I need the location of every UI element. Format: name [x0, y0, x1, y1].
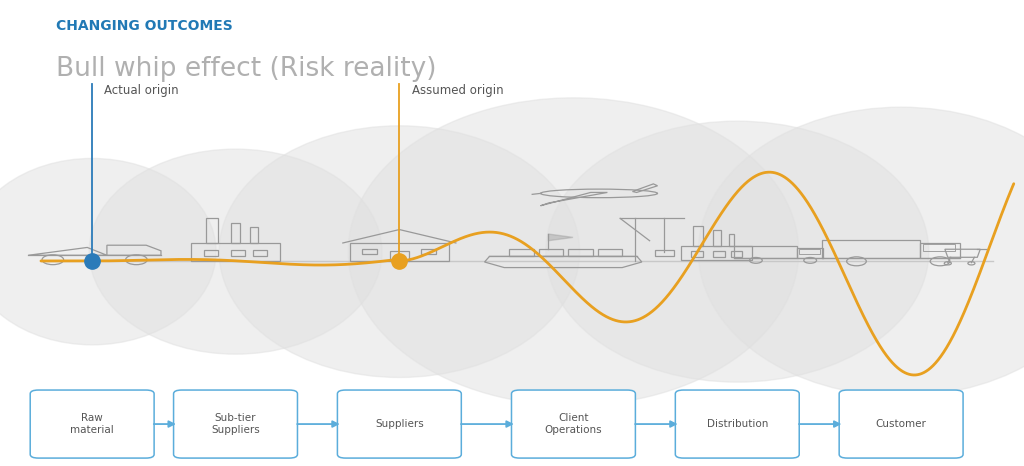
- Bar: [253, 250, 267, 256]
- Ellipse shape: [219, 126, 580, 377]
- Text: Customer: Customer: [876, 419, 927, 429]
- Bar: [713, 230, 721, 246]
- Bar: [921, 243, 959, 258]
- Text: Suppliers: Suppliers: [375, 419, 424, 429]
- FancyBboxPatch shape: [676, 390, 799, 458]
- Bar: [568, 248, 593, 256]
- Bar: [733, 246, 798, 258]
- Text: Distribution: Distribution: [707, 419, 768, 429]
- Text: Raw
material: Raw material: [71, 413, 114, 435]
- Text: Client
Operations: Client Operations: [545, 413, 602, 435]
- Bar: [250, 227, 258, 243]
- Bar: [923, 244, 954, 251]
- Bar: [798, 248, 823, 258]
- Bar: [539, 248, 563, 256]
- FancyBboxPatch shape: [512, 390, 635, 458]
- Bar: [204, 250, 218, 256]
- Bar: [230, 250, 246, 256]
- Ellipse shape: [546, 121, 929, 382]
- Bar: [509, 248, 534, 256]
- FancyBboxPatch shape: [840, 390, 963, 458]
- Bar: [389, 251, 410, 261]
- Bar: [713, 252, 725, 257]
- Text: Assumed origin: Assumed origin: [412, 84, 503, 97]
- Text: Sub-tier
Suppliers: Sub-tier Suppliers: [211, 413, 260, 435]
- Ellipse shape: [348, 98, 799, 405]
- Bar: [422, 248, 436, 254]
- FancyBboxPatch shape: [338, 390, 461, 458]
- Bar: [350, 243, 449, 261]
- FancyBboxPatch shape: [31, 390, 154, 458]
- Text: Actual origin: Actual origin: [104, 84, 179, 97]
- Bar: [822, 240, 921, 258]
- Ellipse shape: [89, 149, 382, 354]
- Ellipse shape: [698, 107, 1024, 396]
- Bar: [191, 243, 280, 261]
- Bar: [691, 252, 703, 257]
- Text: CHANGING OUTCOMES: CHANGING OUTCOMES: [56, 19, 233, 33]
- Bar: [693, 226, 703, 246]
- Bar: [362, 248, 377, 254]
- Bar: [598, 248, 623, 256]
- Bar: [681, 246, 753, 260]
- Bar: [654, 250, 674, 256]
- Bar: [729, 233, 734, 246]
- Bar: [799, 249, 820, 254]
- Bar: [730, 252, 742, 257]
- FancyBboxPatch shape: [174, 390, 297, 458]
- Text: Bull whip effect (Risk reality): Bull whip effect (Risk reality): [56, 56, 437, 82]
- Ellipse shape: [0, 158, 216, 345]
- Polygon shape: [549, 234, 573, 241]
- Bar: [230, 223, 241, 243]
- Bar: [206, 219, 218, 243]
